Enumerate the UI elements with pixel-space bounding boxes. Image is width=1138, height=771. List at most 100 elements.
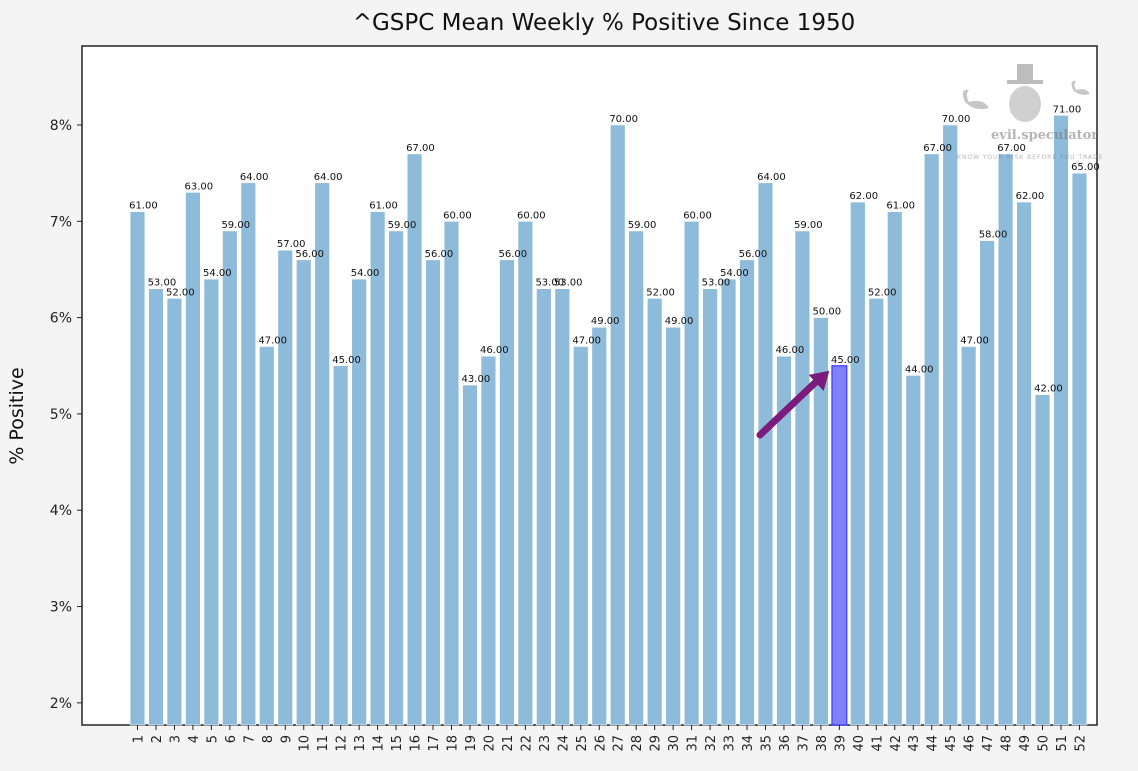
data-label-week-37: 59.00 <box>794 220 823 231</box>
x-tick-label-48: 48 <box>1000 735 1015 752</box>
data-labels-group: 61.0053.0052.0063.0054.0059.0064.0047.00… <box>129 104 1100 394</box>
bar-week-14 <box>369 211 386 726</box>
x-tick-label-16: 16 <box>409 735 424 752</box>
bar-week-5 <box>203 278 220 726</box>
bar-week-29 <box>646 298 663 726</box>
x-tick-label-31: 31 <box>686 735 701 752</box>
bar-week-4 <box>185 192 201 726</box>
bar-week-40 <box>850 201 866 726</box>
x-tick-label-43: 43 <box>907 735 922 752</box>
data-label-week-31: 60.00 <box>683 210 712 221</box>
data-label-week-35: 64.00 <box>757 172 786 183</box>
data-label-week-8: 47.00 <box>258 335 287 346</box>
data-label-week-45: 70.00 <box>942 114 971 125</box>
bar-week-37 <box>794 230 811 726</box>
bar-week-32 <box>702 288 718 726</box>
bar-week-27 <box>610 124 626 726</box>
bar-week-2 <box>148 288 164 726</box>
bar-week-46 <box>960 346 977 726</box>
y-tick-label-5: 5% <box>50 407 72 423</box>
arrow-shaft <box>756 373 825 439</box>
x-tick-label-4: 4 <box>187 735 202 743</box>
data-label-week-52: 65.00 <box>1071 162 1100 173</box>
bar-week-3 <box>166 298 183 726</box>
x-tick-label-1: 1 <box>132 735 147 743</box>
data-label-week-30: 49.00 <box>665 316 694 327</box>
data-label-week-3: 52.00 <box>166 287 195 298</box>
data-label-week-5: 54.00 <box>203 268 232 279</box>
bar-week-9 <box>277 249 293 726</box>
x-tick-label-41: 41 <box>870 735 885 752</box>
x-tick-label-38: 38 <box>815 735 830 752</box>
x-tick-label-39: 39 <box>833 735 848 752</box>
data-label-week-26: 49.00 <box>591 316 620 327</box>
x-tick-label-8: 8 <box>261 735 276 743</box>
data-label-week-9: 57.00 <box>277 239 306 250</box>
x-tick-label-7: 7 <box>242 735 257 743</box>
bar-week-12 <box>332 365 349 726</box>
bar-week-30 <box>665 326 681 726</box>
data-label-week-15: 59.00 <box>388 220 417 231</box>
y-tick-label-7: 7% <box>50 214 72 230</box>
bar-week-10 <box>296 259 312 726</box>
data-label-week-28: 59.00 <box>628 220 657 231</box>
y-ticks-group: 2% 3% 4% 5% 6% 7% 8% <box>50 118 82 712</box>
data-label-week-7: 64.00 <box>240 172 269 183</box>
data-label-week-47: 58.00 <box>979 230 1008 241</box>
x-tick-label-49: 49 <box>1018 735 1033 752</box>
x-tick-label-47: 47 <box>981 735 996 752</box>
x-tick-label-20: 20 <box>482 735 497 752</box>
bar-week-52 <box>1071 172 1088 726</box>
x-tick-label-18: 18 <box>445 735 460 752</box>
y-tick-label-3: 3% <box>50 600 72 616</box>
bar-week-45 <box>942 124 958 726</box>
x-tick-label-52: 52 <box>1073 735 1088 752</box>
data-label-week-14: 61.00 <box>369 201 398 212</box>
bar-week-47 <box>979 240 995 726</box>
bar-week-22 <box>517 220 534 726</box>
data-label-week-51: 71.00 <box>1053 104 1082 115</box>
data-label-week-10: 56.00 <box>295 249 324 260</box>
bar-week-16 <box>406 153 423 726</box>
bar-week-1 <box>129 211 146 726</box>
bars-group <box>129 115 1088 726</box>
bar-week-50 <box>1034 394 1051 726</box>
x-tick-label-10: 10 <box>298 735 313 752</box>
data-label-week-24: 53.00 <box>554 278 583 289</box>
data-label-week-43: 44.00 <box>905 364 934 375</box>
data-label-week-12: 45.00 <box>332 355 361 366</box>
x-tick-label-34: 34 <box>741 735 756 752</box>
data-label-week-6: 59.00 <box>221 220 250 231</box>
x-tick-label-19: 19 <box>464 735 479 752</box>
data-label-week-50: 42.00 <box>1034 384 1063 395</box>
data-label-week-18: 60.00 <box>443 210 472 221</box>
x-tick-label-3: 3 <box>168 735 183 743</box>
x-tick-label-24: 24 <box>556 735 571 752</box>
bar-week-24 <box>554 288 571 726</box>
data-label-week-1: 61.00 <box>129 201 158 212</box>
bar-week-15 <box>388 230 404 726</box>
data-label-week-49: 62.00 <box>1016 191 1045 202</box>
x-tick-label-50: 50 <box>1037 735 1052 752</box>
data-label-week-16: 67.00 <box>406 143 435 154</box>
data-label-week-11: 64.00 <box>314 172 343 183</box>
y-tick-label-2: 2% <box>50 696 72 712</box>
y-tick-label-6: 6% <box>50 311 72 327</box>
data-label-week-13: 54.00 <box>351 268 380 279</box>
x-tick-label-25: 25 <box>575 735 590 752</box>
x-tick-label-14: 14 <box>372 735 387 752</box>
data-label-week-44: 67.00 <box>923 143 952 154</box>
bar-week-33 <box>720 278 737 726</box>
data-label-week-22: 60.00 <box>517 210 546 221</box>
data-label-week-19: 43.00 <box>462 374 491 385</box>
data-label-week-36: 46.00 <box>776 345 805 356</box>
x-tick-label-33: 33 <box>723 735 738 752</box>
bar-week-31 <box>683 220 700 726</box>
x-ticks-group: 1 2 3 4 5 6 7 8 9 10 11 12 13 14 15 16 17 18 19 20 21 22 23 24 2… <box>132 725 1088 752</box>
data-label-week-27: 70.00 <box>609 114 638 125</box>
x-tick-label-6: 6 <box>224 735 239 743</box>
x-tick-label-13: 13 <box>353 735 368 752</box>
x-tick-label-36: 36 <box>778 735 793 752</box>
bar-week-35 <box>757 182 774 726</box>
data-label-week-20: 46.00 <box>480 345 509 356</box>
